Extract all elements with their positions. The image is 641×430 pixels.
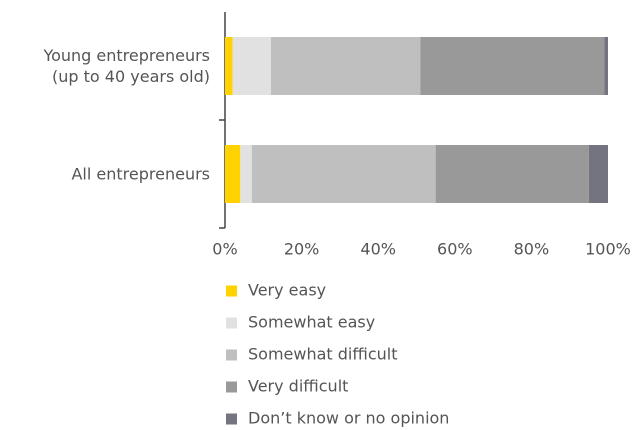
bar-segment	[420, 37, 605, 95]
x-tick-label: 0%	[212, 240, 237, 259]
bar-segment	[225, 145, 241, 203]
legend-label: Somewhat easy	[248, 313, 375, 332]
legend-label: Very easy	[248, 281, 326, 300]
x-tick-label: 40%	[360, 240, 396, 259]
legend-swatch	[226, 413, 237, 425]
bar-segment	[588, 145, 608, 203]
legend-swatch	[226, 381, 237, 393]
x-tick-label: 100%	[585, 240, 631, 259]
bar-segment	[232, 37, 271, 95]
bar-segment	[240, 145, 252, 203]
y-tick-label: Young entrepreneurs (up to 40 years old)	[43, 46, 210, 86]
x-tick-label: 20%	[284, 240, 320, 259]
legend-swatch	[226, 317, 237, 329]
legend-label: Somewhat difficult	[248, 345, 398, 364]
x-tick-label: 60%	[437, 240, 473, 259]
x-tick-label: 80%	[514, 240, 550, 259]
bar-segment	[225, 37, 233, 95]
bar-segment	[435, 145, 589, 203]
y-tick-label: All entrepreneurs	[71, 164, 210, 184]
bar-segment	[251, 145, 436, 203]
legend-swatch	[226, 349, 237, 361]
legend-label: Don’t know or no opinion	[248, 409, 449, 428]
legend-label: Very difficult	[248, 377, 348, 396]
legend-swatch	[226, 285, 237, 297]
bar-segment	[604, 37, 608, 95]
bar-segment	[270, 37, 421, 95]
